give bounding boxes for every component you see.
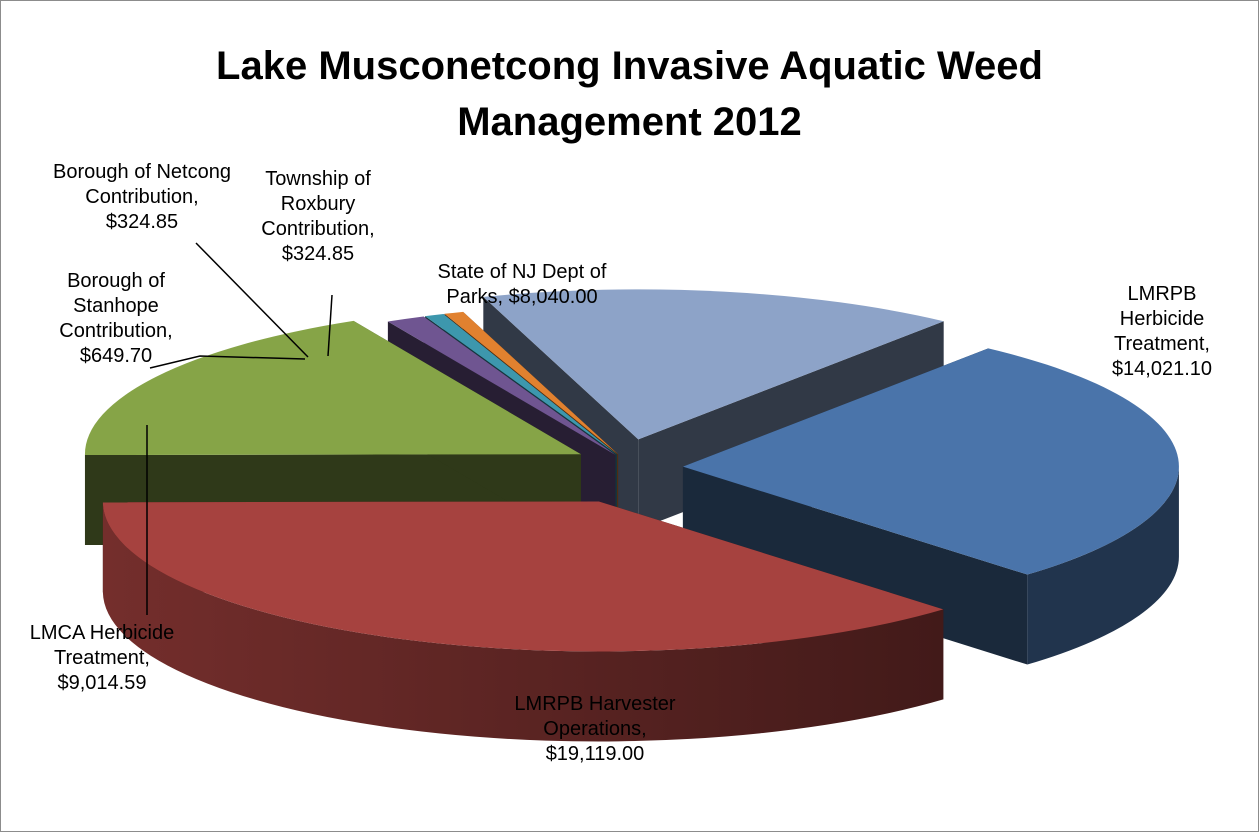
pie-slice-top (387, 316, 616, 455)
leader-line (149, 355, 306, 369)
data-label-line: Treatment, (1114, 333, 1210, 355)
data-label-state-of-nj-parks: State of NJ Dept of Parks, $8,040.00 (402, 260, 642, 310)
data-label-line: Herbicide (1119, 308, 1205, 330)
chart-title: Lake Musconetcong Invasive Aquatic Weed … (0, 38, 1259, 150)
data-label-lmrpb-harvester: LMRPB Harvester Operations, $19,119.00 (445, 692, 745, 767)
data-label-line: $324.85 (105, 211, 179, 233)
data-label-line: Parks, $8,040.00 (446, 286, 598, 308)
pie-slice-top (483, 289, 944, 440)
pie-slice-top (682, 348, 1179, 575)
pie-slice (102, 501, 944, 742)
data-label-line: Contribution, (85, 186, 199, 208)
data-label-line: Roxbury (280, 193, 356, 215)
data-label-line: Township of (265, 168, 371, 190)
pie-slice-top (425, 313, 617, 455)
data-label-line: LMRPB Harvester (514, 693, 676, 715)
pie-slice-top (444, 311, 619, 455)
data-label-line: $14,021.10 (1111, 358, 1213, 380)
data-label-borough-of-netcong: Borough of Netcong Contribution, $324.85 (22, 160, 262, 235)
data-label-line: Contribution, (261, 218, 375, 240)
data-label-lmrpb-herbicide: LMRPB Herbicide Treatment, $14,021.10 (1082, 282, 1242, 382)
data-label-line: Treatment, (54, 647, 150, 669)
data-label-line: $19,119.00 (545, 743, 645, 765)
data-label-line: State of NJ Dept of (437, 261, 607, 283)
data-label-line: LMRPB (1127, 283, 1197, 305)
pie-slice-wall (1027, 466, 1179, 665)
data-label-lmca-herbicide: LMCA Herbicide Treatment, $9,014.59 (2, 621, 202, 696)
chart-title-line-2: Management 2012 (457, 100, 802, 144)
data-label-township-of-roxbury: Township of Roxbury Contribution, $324.85 (248, 167, 388, 267)
data-label-line: Operations, (543, 718, 647, 740)
data-label-borough-of-stanhope: Borough of Stanhope Contribution, $649.70 (36, 269, 196, 369)
chart-title-line-1: Lake Musconetcong Invasive Aquatic Weed (216, 44, 1043, 88)
pie-slice-top (102, 501, 944, 652)
pie-slice (682, 348, 1179, 665)
data-label-line: Contribution, (59, 320, 173, 342)
data-label-line: Stanhope (73, 295, 159, 317)
leader-line (195, 242, 309, 358)
data-label-line: Borough of Netcong (53, 161, 231, 183)
leader-line (327, 294, 333, 357)
data-label-line: $9,014.59 (57, 672, 147, 694)
pie-slice-wall (102, 502, 944, 742)
data-label-line: $324.85 (281, 243, 355, 265)
data-label-line: LMCA Herbicide (29, 622, 175, 644)
data-label-line: Borough of (67, 270, 165, 292)
data-label-line: $649.70 (79, 345, 153, 367)
pie-slice-top (84, 320, 581, 456)
